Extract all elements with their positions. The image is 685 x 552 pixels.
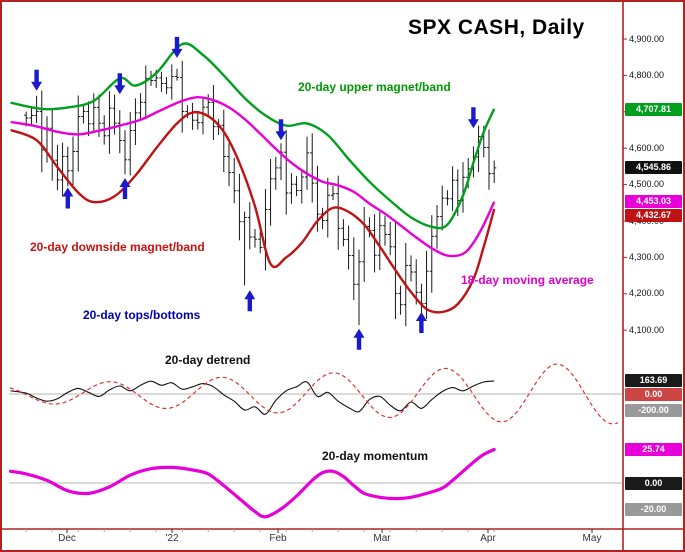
tops-bottoms-label: 20-day tops/bottoms <box>83 308 201 322</box>
upper-band-label: 20-day upper magnet/band <box>298 80 451 94</box>
momentum-label: 20-day momentum <box>322 449 429 463</box>
moving-average-label: 18-day moving average <box>461 273 594 287</box>
lower-band-label: 20-day downside magnet/band <box>30 240 205 254</box>
detrend-label: 20-day detrend <box>165 353 251 367</box>
chart-title: SPX CASH, Daily <box>408 16 585 39</box>
